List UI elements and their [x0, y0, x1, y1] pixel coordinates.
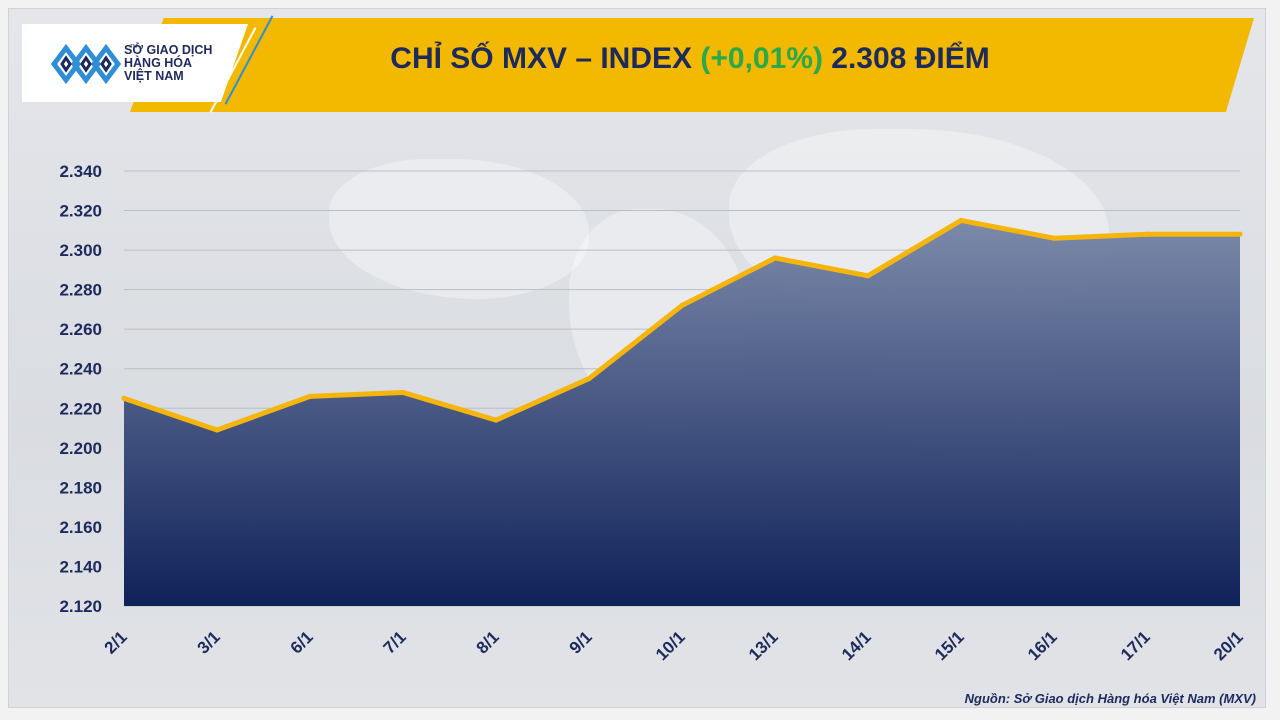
y-tick-label: 2.160	[59, 518, 102, 537]
x-tick-label: 13/1	[745, 627, 782, 664]
data-point	[493, 417, 499, 423]
y-tick-label: 2.320	[59, 202, 102, 221]
data-point	[865, 273, 871, 279]
logo-line-3: VIỆT NAM	[124, 69, 184, 83]
y-tick-label: 2.140	[59, 557, 102, 576]
data-point	[400, 389, 406, 395]
line-segment	[586, 302, 685, 382]
x-tick-label: 6/1	[287, 627, 317, 657]
x-tick-label: 14/1	[838, 627, 875, 664]
data-point	[121, 395, 127, 401]
trademark-mark: TM	[130, 44, 138, 50]
title-banner	[130, 18, 1254, 112]
line-segment	[214, 393, 313, 433]
line-segment	[493, 376, 592, 423]
y-tick-label: 2.180	[59, 478, 102, 497]
world-map-shape	[329, 159, 589, 299]
data-point	[772, 255, 778, 261]
data-point	[1144, 231, 1150, 237]
data-point	[958, 217, 964, 223]
line-segment	[679, 255, 778, 308]
y-tick-label: 2.300	[59, 241, 102, 260]
data-point	[679, 302, 685, 308]
line-segment	[1051, 231, 1150, 241]
x-tick-label: 10/1	[652, 627, 689, 664]
y-tick-label: 2.120	[59, 597, 102, 616]
y-tick-label: 2.200	[59, 439, 102, 458]
line-segment	[307, 389, 406, 399]
logo-wordmark: SỞ GIAO DỊCH HÀNG HÓA VIỆT NAM	[124, 44, 234, 83]
x-tick-label: 20/1	[1210, 627, 1247, 664]
chart-title: CHỈ SỐ MXV – INDEX (+0,01%) 2.308 ĐIỂM	[250, 42, 1130, 76]
line-segment	[400, 389, 499, 423]
y-tick-label: 2.260	[59, 320, 102, 339]
x-tick-label: 16/1	[1024, 627, 1061, 664]
y-tick-label: 2.280	[59, 281, 102, 300]
y-tick-label: 2.340	[59, 162, 102, 181]
title-prefix: CHỈ SỐ MXV – INDEX	[390, 42, 701, 75]
title-suffix: 2.308 ĐIỂM	[822, 42, 990, 75]
x-tick-label: 3/1	[194, 627, 224, 657]
data-point	[307, 393, 313, 399]
data-point	[214, 427, 220, 433]
x-tick-label: 8/1	[473, 627, 503, 657]
logo-line-1: SỞ GIAO DỊCH	[124, 43, 213, 57]
logo-line-2: HÀNG HÓA	[124, 56, 193, 70]
x-tick-label: 15/1	[931, 627, 968, 664]
data-point	[1051, 235, 1057, 241]
y-tick-label: 2.220	[59, 399, 102, 418]
area-fill	[124, 220, 1240, 606]
data-point	[586, 376, 592, 382]
x-tick-label: 7/1	[380, 627, 410, 657]
data-point	[1237, 231, 1243, 237]
line-segment	[121, 395, 220, 433]
line-segment	[958, 217, 1057, 241]
x-tick-label: 2/1	[101, 627, 131, 657]
line-segment	[865, 217, 964, 279]
mxv-logo-icon	[50, 43, 122, 85]
x-tick-label: 17/1	[1117, 627, 1154, 664]
y-tick-label: 2.240	[59, 360, 102, 379]
x-tick-label: 9/1	[566, 627, 596, 657]
line-segment	[772, 255, 871, 279]
source-note: Nguồn: Sở Giao dịch Hàng hóa Việt Nam (M…	[964, 691, 1256, 706]
title-change: (+0,01%)	[700, 42, 823, 75]
logo-panel	[22, 24, 248, 102]
